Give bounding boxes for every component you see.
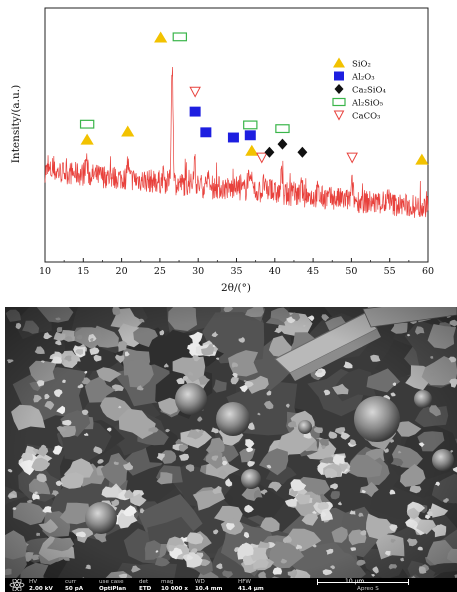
phase-marker bbox=[275, 124, 290, 134]
info-bar-value: 2.00 kV bbox=[29, 585, 53, 592]
scale-bar-tick bbox=[317, 579, 318, 585]
info-bar-value: 10.4 mm bbox=[195, 585, 223, 592]
phase-marker bbox=[121, 125, 135, 137]
fei-atom-logo-icon bbox=[9, 579, 25, 591]
info-bar-value: 10 000 x bbox=[161, 585, 188, 592]
phase-marker bbox=[277, 138, 288, 150]
x-axis-ticks: 10 15 20 25 30 35 40 45 50 55 60 bbox=[39, 258, 434, 277]
info-bar-header: mag bbox=[161, 579, 174, 585]
info-bar-value: OptiPlan bbox=[99, 585, 127, 592]
x-tick-label: 10 bbox=[39, 266, 51, 277]
x-tick-label: 50 bbox=[345, 266, 357, 277]
sem-micrograph: HV 2.00 kV curr 50 pA use case OptiPlan det ETD… bbox=[5, 307, 457, 592]
phase-marker bbox=[200, 127, 212, 138]
info-bar-value: ETD bbox=[139, 585, 152, 592]
legend-marker bbox=[334, 84, 344, 94]
scale-bar-tick bbox=[408, 579, 409, 585]
legend-label: Al₂O₃ bbox=[351, 73, 375, 83]
legend-label: CaCO₃ bbox=[352, 112, 380, 122]
sem-info-bar: HV 2.00 kV curr 50 pA use case OptiPlan det ETD… bbox=[5, 578, 457, 592]
phase-marker bbox=[243, 120, 258, 130]
phase-marker bbox=[244, 130, 256, 141]
phase-marker bbox=[297, 146, 308, 158]
x-tick-label: 20 bbox=[116, 266, 128, 277]
phase-marker bbox=[415, 153, 429, 165]
info-bar-value: 41.4 µm bbox=[238, 585, 264, 592]
phase-marker bbox=[80, 133, 94, 145]
phase-marker bbox=[79, 119, 95, 129]
sem-image bbox=[5, 307, 457, 592]
x-tick-label: 15 bbox=[77, 266, 89, 277]
y-axis-title: Intensity/(a.u.) bbox=[10, 85, 22, 163]
legend-label: SiO₂ bbox=[352, 60, 371, 70]
x-tick-label: 45 bbox=[307, 266, 319, 277]
x-tick-label: 35 bbox=[230, 266, 242, 277]
scale-bar-label: 10 µm bbox=[345, 578, 365, 585]
phase-marker bbox=[255, 152, 268, 164]
x-tick-label: 40 bbox=[269, 266, 281, 277]
info-bar-value: 50 pA bbox=[65, 585, 84, 592]
info-bar-header: HFW bbox=[238, 579, 251, 585]
xrd-chart: 10 15 20 25 30 35 40 45 50 55 60 SiO₂ Al₂O₃ Ca₂SiO₄ A… bbox=[10, 7, 434, 294]
xrd-series-line bbox=[44, 67, 429, 218]
phase-marker bbox=[189, 106, 201, 117]
legend: SiO₂ Al₂O₃ Ca₂SiO₄ Al₂SiO₅ CaCO₃ bbox=[332, 57, 386, 122]
xrd-curve bbox=[44, 67, 429, 218]
phase-markers bbox=[79, 31, 429, 165]
legend-marker bbox=[334, 71, 344, 81]
info-bar-header: use case bbox=[99, 579, 124, 585]
phase-marker bbox=[227, 132, 239, 143]
info-bar-header: curr bbox=[65, 579, 77, 585]
x-axis-title: 2θ/(°) bbox=[221, 282, 251, 294]
phase-marker bbox=[245, 144, 259, 156]
info-bar-header: HV bbox=[29, 579, 38, 585]
xrd-chart-panel: 10 15 20 25 30 35 40 45 50 55 60 SiO₂ Al₂O₃ Ca₂SiO₄ A… bbox=[10, 7, 435, 294]
x-tick-label: 30 bbox=[192, 266, 204, 277]
phase-marker bbox=[264, 146, 275, 158]
scale-bar-line bbox=[317, 582, 409, 583]
phase-marker bbox=[172, 32, 188, 42]
phase-marker bbox=[189, 86, 201, 98]
legend-label: Al₂SiO₅ bbox=[351, 99, 384, 109]
legend-marker bbox=[333, 110, 345, 121]
phase-marker bbox=[346, 152, 358, 164]
info-bar-header: det bbox=[139, 579, 149, 585]
legend-marker bbox=[332, 97, 346, 107]
x-tick-label: 60 bbox=[422, 266, 434, 277]
legend-label: Ca₂SiO₄ bbox=[352, 86, 386, 96]
x-tick-label: 25 bbox=[154, 266, 166, 277]
legend-marker bbox=[333, 57, 345, 68]
instrument-brand: Apreo S bbox=[357, 586, 379, 592]
x-tick-label: 55 bbox=[384, 266, 396, 277]
phase-marker bbox=[154, 31, 168, 43]
info-bar-header: WD bbox=[195, 579, 205, 585]
